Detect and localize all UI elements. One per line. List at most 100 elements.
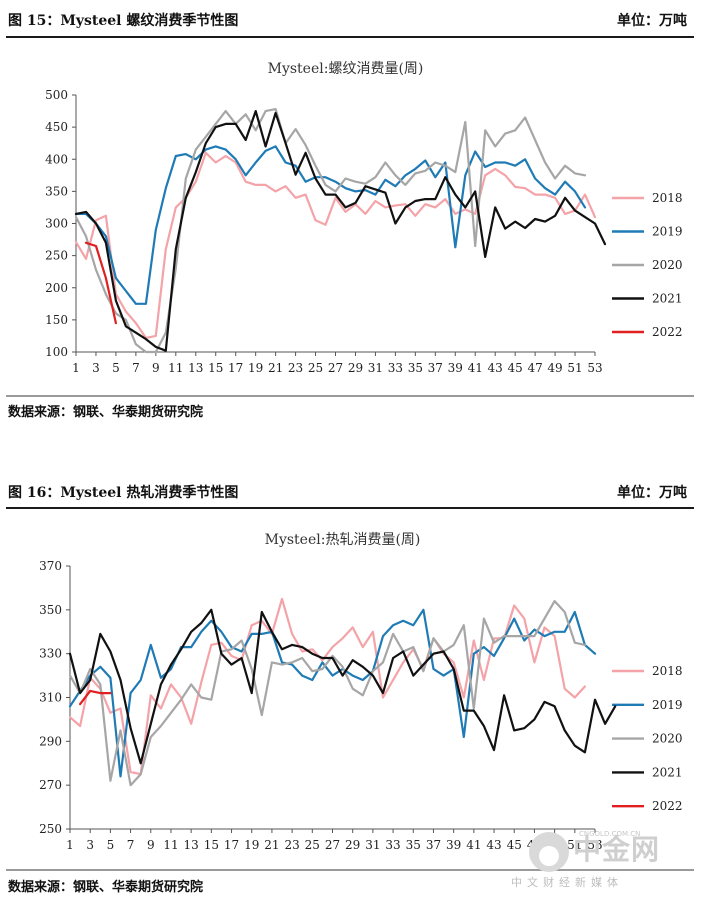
x-tick-label: 1 xyxy=(66,838,74,852)
x-tick-label: 35 xyxy=(406,838,421,852)
figure-16-caption: 图 16：Mysteel 热轧消费季节性图 xyxy=(8,485,239,501)
x-tick-label: 47 xyxy=(527,361,542,375)
y-tick-label: 450 xyxy=(45,120,68,134)
x-tick-label: 53 xyxy=(587,361,602,375)
chart-title: Mysteel:热轧消费量(周) xyxy=(265,532,421,548)
y-tick-label: 310 xyxy=(39,691,62,705)
x-tick-label: 51 xyxy=(567,838,582,852)
x-tick-label: 9 xyxy=(152,361,160,375)
legend-label-2021: 2021 xyxy=(652,765,683,779)
y-tick-label: 370 xyxy=(39,559,62,573)
figure-16-source: 数据来源：钢联、华泰期货研究院 xyxy=(8,880,204,895)
figure-15-unit: 单位：万吨 xyxy=(617,13,687,29)
series-line-2019 xyxy=(74,145,587,305)
figure-15-top-rule xyxy=(6,36,694,38)
x-tick-label: 9 xyxy=(147,838,155,852)
x-tick-label: 25 xyxy=(305,838,320,852)
x-tick-label: 21 xyxy=(268,361,283,375)
y-tick-label: 290 xyxy=(39,734,62,748)
figure-16-unit: 单位：万吨 xyxy=(617,485,687,501)
series-line-2022 xyxy=(84,241,118,325)
series-line-2020 xyxy=(74,107,587,354)
x-tick-label: 37 xyxy=(428,361,443,375)
x-tick-label: 29 xyxy=(345,838,360,852)
x-tick-label: 1 xyxy=(72,361,80,375)
legend-label-2020: 2020 xyxy=(652,258,683,272)
x-tick-label: 7 xyxy=(132,361,140,375)
x-tick-label: 39 xyxy=(446,838,461,852)
x-tick-label: 43 xyxy=(488,361,503,375)
x-tick-label: 33 xyxy=(388,361,403,375)
watermark-brand: 中金网 xyxy=(573,833,661,866)
legend-label-2018: 2018 xyxy=(652,191,683,205)
x-tick-label: 5 xyxy=(107,838,115,852)
figure-16-top-rule xyxy=(6,507,694,509)
x-tick-label: 23 xyxy=(284,838,299,852)
x-tick-label: 17 xyxy=(228,361,243,375)
x-tick-label: 43 xyxy=(486,838,501,852)
series-line-2020 xyxy=(68,599,587,787)
y-tick-label: 150 xyxy=(45,313,68,327)
watermark-url: CNGOLD.COM.CN xyxy=(579,830,641,838)
x-tick-label: 13 xyxy=(184,838,199,852)
x-tick-label: 19 xyxy=(244,838,259,852)
y-tick-label: 200 xyxy=(45,281,68,295)
y-tick-label: 250 xyxy=(45,249,68,263)
x-tick-label: 11 xyxy=(163,838,178,852)
legend-label-2021: 2021 xyxy=(652,292,683,306)
y-tick-label: 300 xyxy=(45,217,68,231)
figure-15-bottom-rule xyxy=(6,395,694,397)
watermark-tagline: 中文财经新媒体 xyxy=(511,876,623,889)
x-tick-label: 19 xyxy=(248,361,263,375)
series-line-2022 xyxy=(78,689,112,706)
legend-label-2022: 2022 xyxy=(652,325,683,339)
legend-label-2022: 2022 xyxy=(652,799,683,813)
x-tick-label: 27 xyxy=(325,838,340,852)
x-tick-label: 11 xyxy=(168,361,183,375)
x-tick-label: 37 xyxy=(426,838,441,852)
x-tick-label: 41 xyxy=(466,838,481,852)
x-tick-label: 7 xyxy=(127,838,135,852)
x-tick-label: 17 xyxy=(224,838,239,852)
cngold-watermark: 中金网 CNGOLD.COM.CN 中文财经新媒体 xyxy=(511,828,689,890)
figure-16-header: 图 16：Mysteel 热轧消费季节性图 单位：万吨 xyxy=(0,480,701,506)
y-tick-label: 100 xyxy=(45,345,68,359)
x-tick-label: 31 xyxy=(365,838,380,852)
x-tick-label: 41 xyxy=(468,361,483,375)
y-tick-label: 350 xyxy=(39,603,62,617)
x-tick-label: 3 xyxy=(92,361,100,375)
y-tick-label: 350 xyxy=(45,184,68,198)
x-tick-label: 31 xyxy=(368,361,383,375)
series-line-2021 xyxy=(74,109,607,352)
series-line-2018 xyxy=(74,151,597,339)
x-tick-label: 45 xyxy=(507,838,522,852)
x-tick-label: 51 xyxy=(567,361,582,375)
y-tick-label: 270 xyxy=(39,778,62,792)
cngold-logo-icon xyxy=(529,832,569,872)
x-tick-label: 23 xyxy=(288,361,303,375)
series-line-2021 xyxy=(68,608,617,765)
figure-15-caption: 图 15：Mysteel 螺纹消费季节性图 xyxy=(8,13,239,29)
y-tick-label: 250 xyxy=(39,822,62,836)
legend-label-2018: 2018 xyxy=(652,664,683,678)
y-tick-label: 330 xyxy=(39,647,62,661)
legend-label-2020: 2020 xyxy=(652,732,683,746)
x-tick-label: 21 xyxy=(264,838,279,852)
figure-15-source: 数据来源：钢联、华泰期货研究院 xyxy=(8,405,204,420)
x-tick-label: 39 xyxy=(448,361,463,375)
x-tick-label: 15 xyxy=(208,361,223,375)
series-line-2019 xyxy=(68,608,597,778)
x-tick-label: 53 xyxy=(587,838,602,852)
x-tick-label: 29 xyxy=(348,361,363,375)
legend-label-2019: 2019 xyxy=(652,225,683,239)
x-tick-label: 33 xyxy=(385,838,400,852)
x-tick-label: 27 xyxy=(328,361,343,375)
y-tick-label: 500 xyxy=(45,88,68,102)
x-tick-label: 5 xyxy=(112,361,120,375)
x-tick-label: 3 xyxy=(86,838,94,852)
x-tick-label: 35 xyxy=(408,361,423,375)
y-tick-label: 400 xyxy=(45,152,68,166)
x-tick-label: 25 xyxy=(308,361,323,375)
chart-rebar-consumption: Mysteel:螺纹消费量(周) 100 150 200 250 300 350 400 450… xyxy=(45,61,683,375)
